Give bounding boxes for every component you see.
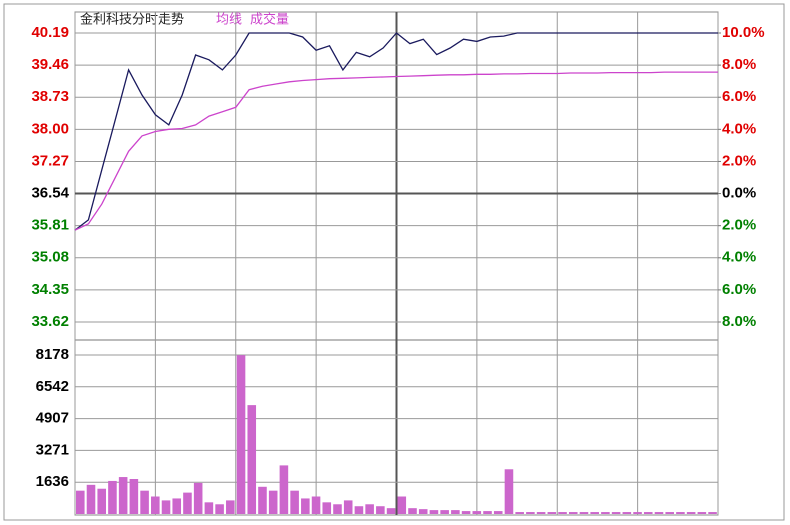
y2-tick-label: 10.0% xyxy=(722,24,765,41)
y2-tick-label: 4.0% xyxy=(722,249,756,266)
volume-bar xyxy=(215,504,224,514)
volume-bar xyxy=(129,479,139,514)
volume-bar xyxy=(429,510,439,514)
volume-bar xyxy=(408,508,417,514)
y-tick-label: 34.35 xyxy=(31,281,69,298)
y-tick-label: 4907 xyxy=(36,410,69,427)
volume-bar xyxy=(97,488,107,514)
volume-title: 成交量 xyxy=(250,12,289,28)
volume-bar xyxy=(676,512,685,514)
y-tick-label: 6542 xyxy=(36,378,69,395)
volume-bar xyxy=(236,355,246,514)
y-tick-label: 39.46 xyxy=(31,56,69,73)
volume-bar xyxy=(643,512,653,514)
volume-bar xyxy=(418,509,428,514)
volume-bar xyxy=(76,490,85,514)
volume-bar xyxy=(547,512,557,514)
volume-bar xyxy=(290,490,299,514)
volume-bar xyxy=(622,512,632,514)
volume-bar xyxy=(183,492,192,514)
volume-bar xyxy=(258,486,267,514)
y-tick-label: 8178 xyxy=(36,346,69,363)
volume-bar xyxy=(461,511,471,514)
volume-bar xyxy=(311,496,321,514)
y2-tick-label: 2.0% xyxy=(722,217,756,234)
volume-bar xyxy=(172,498,182,514)
volume-bar xyxy=(633,512,642,514)
volume-bar xyxy=(601,512,610,514)
volume-bar xyxy=(568,512,578,514)
y-tick-label: 33.62 xyxy=(31,313,69,330)
volume-bar xyxy=(365,504,374,514)
volume-bar xyxy=(151,496,160,514)
volume-bar xyxy=(558,512,567,514)
volume-bar xyxy=(611,512,621,514)
y-tick-label: 37.27 xyxy=(31,152,69,169)
volume-bar xyxy=(493,511,503,514)
volume-bar xyxy=(301,498,310,514)
frame xyxy=(3,3,785,521)
volume-bar xyxy=(697,512,707,514)
volume-bar xyxy=(526,512,535,514)
price-line xyxy=(74,71,718,231)
legend-entry: 均线 xyxy=(216,13,242,28)
volume-bar xyxy=(354,506,364,514)
y2-tick-label: 2.0% xyxy=(722,152,756,169)
y-tick-label: 38.73 xyxy=(31,88,69,105)
y2-tick-label: 8.0% xyxy=(722,56,756,73)
volume-bar xyxy=(483,511,492,514)
y2-tick-label: 0.0% xyxy=(722,185,756,202)
volume-bar xyxy=(376,506,385,514)
volume-bar xyxy=(504,469,514,514)
volume-bar xyxy=(440,510,449,514)
volume-bar xyxy=(108,480,117,514)
chart-title: 金利科技分时走势 xyxy=(80,12,184,28)
volume-bar xyxy=(686,512,696,514)
volume-bar xyxy=(333,504,342,514)
volume-bar xyxy=(654,512,664,514)
volume-bar xyxy=(322,502,332,514)
volume-bar xyxy=(665,512,674,514)
volume-bar xyxy=(86,484,96,514)
volume-bar xyxy=(397,496,407,514)
volume-bar xyxy=(118,477,128,514)
volume-bar xyxy=(579,512,589,514)
volume-bar xyxy=(386,508,396,514)
y-tick-label: 35.08 xyxy=(31,249,69,266)
volume-bar xyxy=(590,512,599,514)
volume-bar xyxy=(343,500,353,514)
volume-bar xyxy=(193,482,203,514)
y-tick-label: 36.54 xyxy=(31,185,69,202)
volume-bar xyxy=(247,405,257,514)
y-tick-label: 35.81 xyxy=(31,217,69,234)
volume-bar xyxy=(204,502,214,514)
y2-tick-label: 4.0% xyxy=(722,120,756,137)
y-tick-label: 40.19 xyxy=(31,24,69,41)
volume-bar xyxy=(472,511,482,514)
volume-bar xyxy=(708,512,717,514)
price-line xyxy=(74,32,718,231)
y2-tick-label: 6.0% xyxy=(722,281,756,298)
y-tick-label: 3271 xyxy=(36,441,69,458)
volume-bar xyxy=(268,490,278,514)
volume-bar xyxy=(226,500,235,514)
volume-bar xyxy=(279,465,289,514)
y-tick-label: 38.00 xyxy=(31,120,69,137)
volume-bar xyxy=(140,490,149,514)
volume-bar xyxy=(451,510,460,514)
volume-bar xyxy=(161,500,171,514)
y-tick-label: 1636 xyxy=(36,473,69,490)
y2-tick-label: 8.0% xyxy=(722,313,756,330)
volume-bar xyxy=(536,512,546,514)
volume-bar xyxy=(515,512,524,514)
y2-tick-label: 6.0% xyxy=(722,88,756,105)
